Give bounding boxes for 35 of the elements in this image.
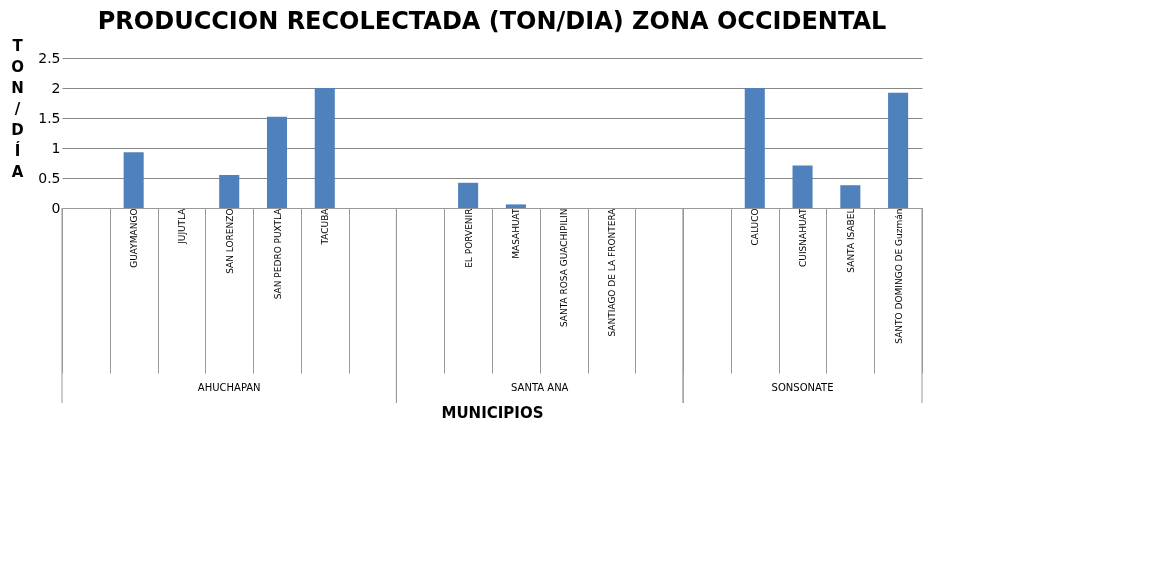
x-tick-label: TACUBA <box>320 207 331 246</box>
y-tick-label: 2 <box>51 79 61 96</box>
text: SANTA ANA <box>511 382 569 393</box>
bar <box>123 152 144 208</box>
bar <box>266 116 288 208</box>
x-tick-label: SAN PEDRO PUXTLA <box>272 207 283 300</box>
y-axis-title: TON/DÍA <box>11 36 24 181</box>
chart-title: PRODUCCION RECOLECTADA (TON/DIA) ZONA OCCIDENTAL <box>97 7 887 35</box>
bar <box>458 182 479 208</box>
x-tick-label: GUAYMANGO <box>129 208 140 268</box>
bar <box>744 88 765 208</box>
x-tick-label: SANTIAGO DE LA FRONTERA <box>606 207 617 337</box>
bar <box>314 88 335 208</box>
x-tick-label: JUJUTLA <box>176 207 187 245</box>
bar <box>219 175 240 208</box>
bar <box>888 92 909 208</box>
x-tick-label: CUISNAHUAT <box>798 208 809 267</box>
x-axis-title: MUNICIPIOS <box>441 404 544 422</box>
y-tick-label: 2.5 <box>38 49 61 66</box>
y-tick-label: 0.5 <box>38 169 61 186</box>
y-tick-label: 1.5 <box>38 109 61 126</box>
bar <box>840 185 861 208</box>
bar <box>792 165 813 208</box>
y-tick-label: 1 <box>51 139 61 156</box>
x-tick-label: EL PORVENIR <box>463 208 474 268</box>
x-tick-label: SANTA ROSA GUACHIPILIN <box>559 208 570 328</box>
x-tick-label: SAN LORENZO <box>224 208 235 274</box>
x-tick-label: CALUCO <box>750 208 761 246</box>
x-tick-label: SANTO DOMINGO DE Guzmán <box>893 208 904 344</box>
y-tick-label: 0 <box>51 199 61 216</box>
x-tick-label: SANTA ISABEL <box>845 208 856 273</box>
x-tick-label: MASAHUAT <box>511 208 522 259</box>
text: SONSONATE <box>771 382 834 393</box>
bar <box>505 204 526 208</box>
text: AHUCHAPAN <box>197 382 261 393</box>
